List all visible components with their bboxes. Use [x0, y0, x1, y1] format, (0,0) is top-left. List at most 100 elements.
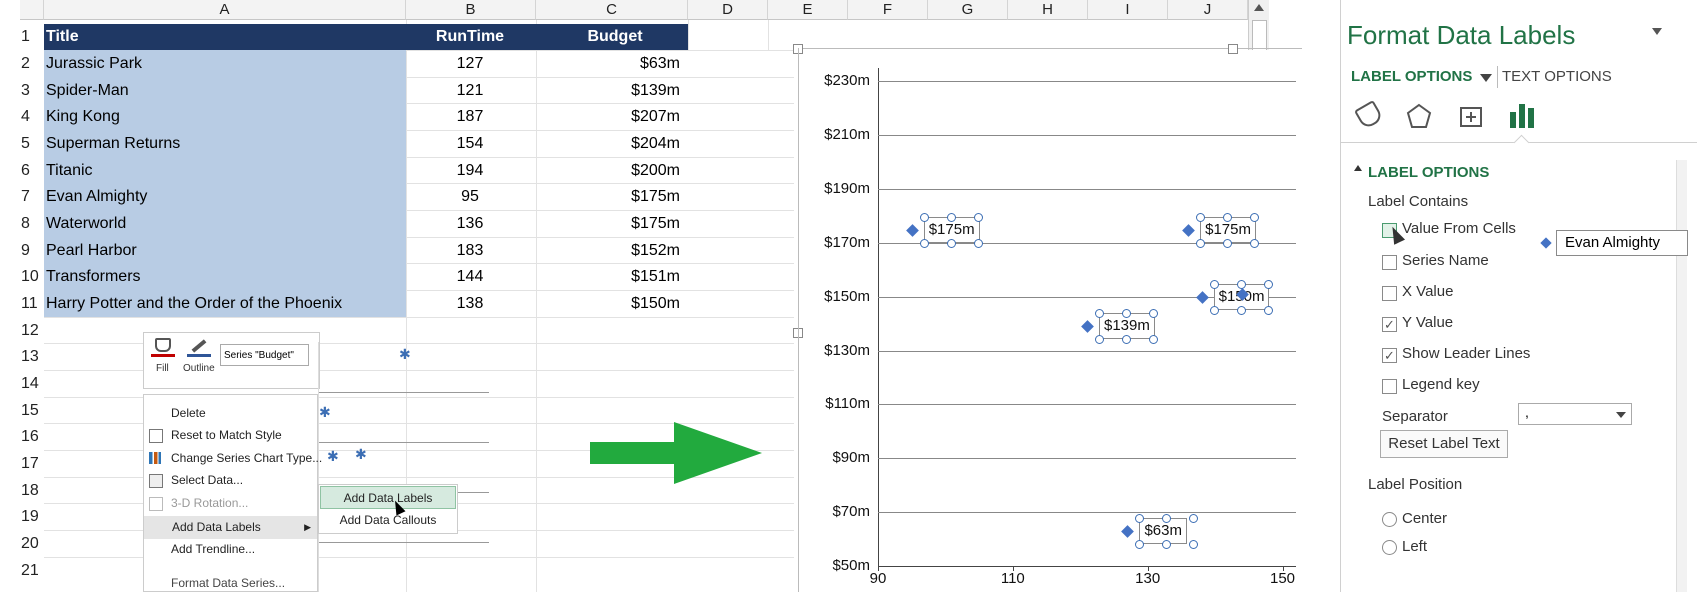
cell-runtime[interactable]: 183 — [456, 242, 484, 259]
cell-budget[interactable]: $63m — [639, 55, 680, 72]
label-resize-handle[interactable] — [1250, 238, 1260, 248]
cell-runtime[interactable]: 138 — [456, 295, 484, 312]
x-value-label[interactable]: X Value — [1402, 283, 1454, 300]
cell-title[interactable]: Spider-Man — [46, 82, 129, 99]
position-left-radio[interactable] — [1382, 540, 1397, 555]
row-header-20[interactable]: 20 — [21, 535, 39, 552]
col-header-corner[interactable] — [20, 0, 44, 20]
row-header-3[interactable]: 3 — [21, 82, 30, 99]
label-resize-handle[interactable] — [1149, 309, 1158, 319]
cell-budget[interactable]: $207m — [631, 108, 680, 125]
col-header-E[interactable]: E — [768, 0, 848, 20]
cell-budget[interactable]: $151m — [631, 268, 680, 285]
tab-text-options[interactable]: TEXT OPTIONS — [1502, 68, 1612, 85]
menu-item-format-data-series[interactable]: Format Data Series... — [171, 576, 286, 588]
label-resize-handle[interactable] — [1162, 540, 1172, 549]
col-header-A[interactable]: A — [44, 0, 406, 20]
row-header-21[interactable]: 21 — [21, 562, 39, 579]
plot-area[interactable]: $175m$175m$150m$139m$63m — [878, 68, 1296, 571]
legend-key-label[interactable]: Legend key — [1402, 376, 1480, 393]
fill-bucket-icon[interactable] — [155, 338, 171, 352]
label-resize-handle[interactable] — [1236, 279, 1246, 289]
menu-item-change-chart-type[interactable]: Change Series Chart Type... — [143, 447, 333, 470]
cell-budget[interactable]: $152m — [631, 242, 680, 259]
row-header-17[interactable]: 17 — [21, 455, 39, 472]
label-resize-handle[interactable] — [1209, 279, 1219, 289]
cell-budget[interactable]: $204m — [631, 135, 680, 152]
label-resize-handle[interactable] — [1095, 335, 1104, 345]
cell-title[interactable]: Titanic — [46, 162, 93, 179]
scatter-chart[interactable]: $175m$175m$150m$139m$63m $230m$210m$190m… — [793, 44, 1302, 592]
col-header-C[interactable]: C — [536, 0, 688, 20]
value-from-cells-label[interactable]: Value From Cells — [1402, 220, 1516, 237]
data-point[interactable] — [1182, 223, 1195, 237]
label-resize-handle[interactable] — [946, 212, 956, 222]
col-header-G[interactable]: G — [928, 0, 1008, 20]
cell-title[interactable]: Waterworld — [46, 215, 127, 232]
scroll-up-arrow-icon[interactable] — [1254, 4, 1264, 11]
row-header-16[interactable]: 16 — [21, 428, 39, 445]
tab-label-options[interactable]: LABEL OPTIONS — [1351, 68, 1473, 85]
value-from-cells-checkbox[interactable] — [1382, 223, 1397, 238]
header-title-cell[interactable] — [44, 24, 688, 50]
row-header-11[interactable]: 11 — [21, 295, 38, 312]
row-header-8[interactable]: 8 — [21, 215, 30, 232]
fill-line-icon[interactable] — [1353, 99, 1385, 131]
cell-title[interactable]: Harry Potter and the Order of the Phoeni… — [46, 295, 343, 312]
cell-runtime[interactable]: 144 — [456, 268, 484, 285]
row-header-6[interactable]: 6 — [21, 162, 30, 179]
label-resize-handle[interactable] — [973, 212, 983, 222]
cell-budget[interactable]: $150m — [631, 295, 680, 312]
col-header-J[interactable]: J — [1168, 0, 1248, 20]
label-resize-handle[interactable] — [1135, 540, 1145, 549]
chart-resize-handle[interactable] — [1228, 44, 1238, 54]
col-header-F[interactable]: F — [848, 0, 928, 20]
menu-item-add-data-labels[interactable]: Add Data Labels ▶ — [144, 516, 317, 539]
submenu-item-add-data-labels[interactable]: Add Data Labels — [320, 486, 456, 509]
row-header-18[interactable]: 18 — [21, 482, 39, 499]
leader-lines-checkbox[interactable]: ✓ — [1382, 348, 1397, 363]
menu-item-select-data[interactable]: Select Data... — [143, 469, 333, 492]
size-properties-icon[interactable] — [1458, 103, 1484, 129]
row-header-19[interactable]: 19 — [21, 508, 39, 525]
cell-runtime[interactable]: 154 — [456, 135, 484, 152]
col-header-H[interactable]: H — [1008, 0, 1088, 20]
cell-title[interactable]: Pearl Harbor — [46, 242, 137, 259]
row-header-9[interactable]: 9 — [21, 242, 30, 259]
cell-budget[interactable]: $200m — [631, 162, 680, 179]
data-label[interactable]: $63m — [1139, 518, 1187, 544]
data-point[interactable] — [1081, 320, 1094, 334]
pane-scrollbar[interactable] — [1676, 160, 1687, 592]
label-resize-handle[interactable] — [1196, 212, 1206, 222]
label-options-chart-icon[interactable] — [1508, 100, 1536, 130]
label-resize-handle[interactable] — [1162, 514, 1172, 523]
menu-item-reset-style[interactable]: Reset to Match Style — [143, 424, 333, 447]
series-select[interactable]: Series "Budget" — [220, 344, 309, 366]
floating-data-label[interactable]: Evan Almighty — [1540, 230, 1688, 256]
row-header-10[interactable]: 10 — [21, 268, 39, 285]
label-resize-handle[interactable] — [1135, 514, 1145, 523]
label-resize-handle[interactable] — [1095, 309, 1104, 319]
label-resize-handle[interactable] — [919, 212, 929, 222]
cell-runtime[interactable]: 127 — [456, 55, 484, 72]
cell-title[interactable]: King Kong — [46, 108, 120, 125]
y-value-label[interactable]: Y Value — [1402, 314, 1454, 331]
effects-pentagon-icon[interactable] — [1406, 103, 1432, 129]
row-header-13[interactable]: 13 — [21, 348, 39, 365]
data-point[interactable] — [1195, 290, 1209, 304]
collapse-triangle-icon[interactable] — [1354, 165, 1362, 171]
x-value-checkbox[interactable] — [1382, 286, 1397, 301]
col-header-I[interactable]: I — [1088, 0, 1168, 20]
leader-lines-label[interactable]: Show Leader Lines — [1402, 345, 1531, 362]
col-header-B[interactable]: B — [406, 0, 536, 20]
label-resize-handle[interactable] — [1263, 305, 1273, 315]
data-label[interactable]: $139m — [1099, 313, 1155, 340]
cell-runtime[interactable]: 194 — [456, 162, 484, 179]
cell-runtime[interactable]: 187 — [456, 108, 484, 125]
position-center-radio[interactable] — [1382, 512, 1397, 527]
label-resize-handle[interactable] — [1122, 335, 1131, 345]
cell-budget[interactable]: $175m — [631, 215, 680, 232]
series-name-checkbox[interactable] — [1382, 255, 1397, 270]
label-resize-handle[interactable] — [1223, 212, 1233, 222]
cell-title[interactable]: Transformers — [46, 268, 141, 285]
